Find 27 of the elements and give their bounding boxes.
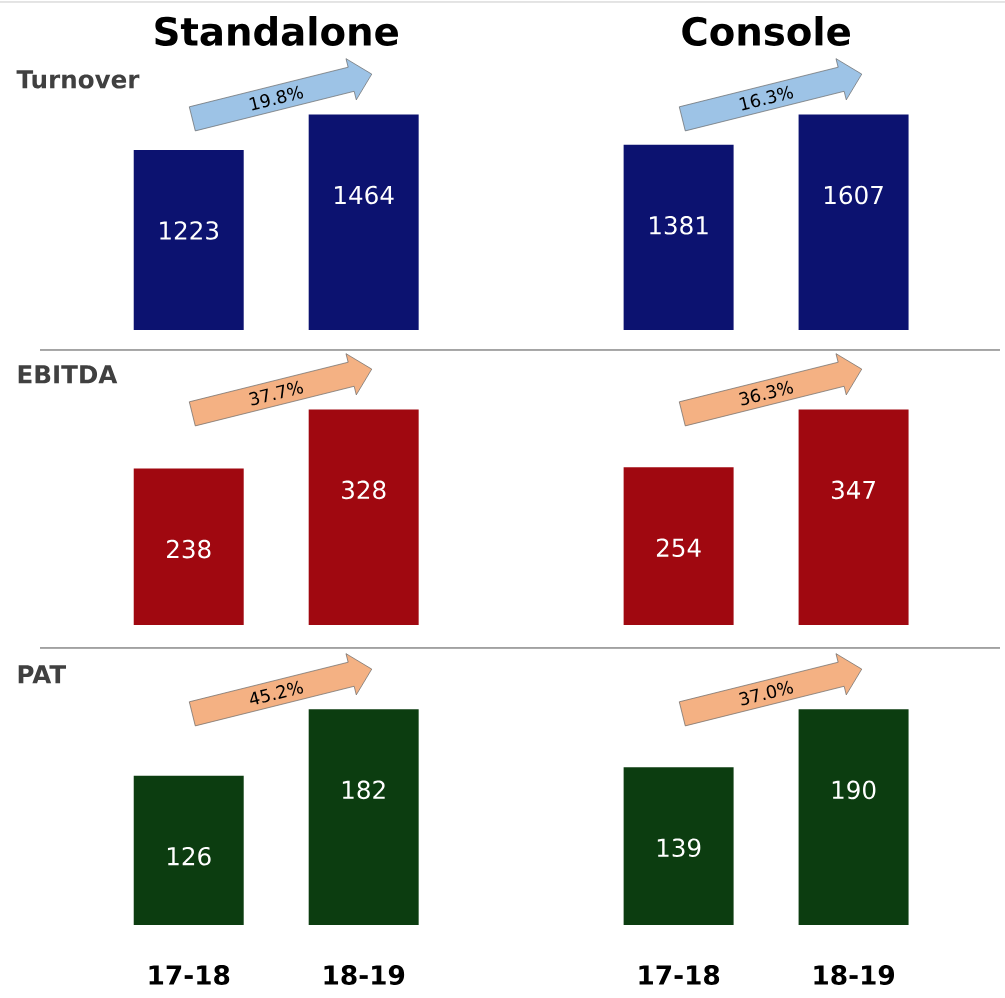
y-axis-title: PAT xyxy=(18,665,67,684)
data-label: 1607 xyxy=(824,185,883,205)
data-label: 1381 xyxy=(650,215,708,235)
text: 37.7% xyxy=(249,380,304,406)
text: 37.0% xyxy=(739,680,794,706)
y-axis-title: EBITDA xyxy=(18,365,118,384)
x-tick-label: 17-18 xyxy=(149,965,230,985)
y-axis-title: Turnover xyxy=(16,70,140,89)
chart-title: Standalone xyxy=(155,16,398,46)
text: 16.3% xyxy=(739,85,794,111)
data-label: 1223 xyxy=(160,221,219,240)
x-tick-label: 17-18 xyxy=(639,965,720,985)
data-label: 182 xyxy=(342,780,385,800)
x-tick-label: 18-19 xyxy=(324,965,405,985)
data-label: 254 xyxy=(656,538,701,558)
data-label: 1464 xyxy=(335,185,394,205)
data-label: 328 xyxy=(342,480,386,500)
data-label: 347 xyxy=(831,480,875,500)
data-label: 190 xyxy=(832,780,876,800)
text: 45.2% xyxy=(250,680,304,705)
chart-title: Console xyxy=(682,16,850,46)
data-label: 126 xyxy=(167,846,211,866)
data-label: 238 xyxy=(167,539,211,559)
text: 19.8% xyxy=(249,85,304,111)
text: 36.3% xyxy=(739,380,794,406)
data-label: 139 xyxy=(657,838,701,858)
x-tick-label: 18-19 xyxy=(814,965,895,985)
